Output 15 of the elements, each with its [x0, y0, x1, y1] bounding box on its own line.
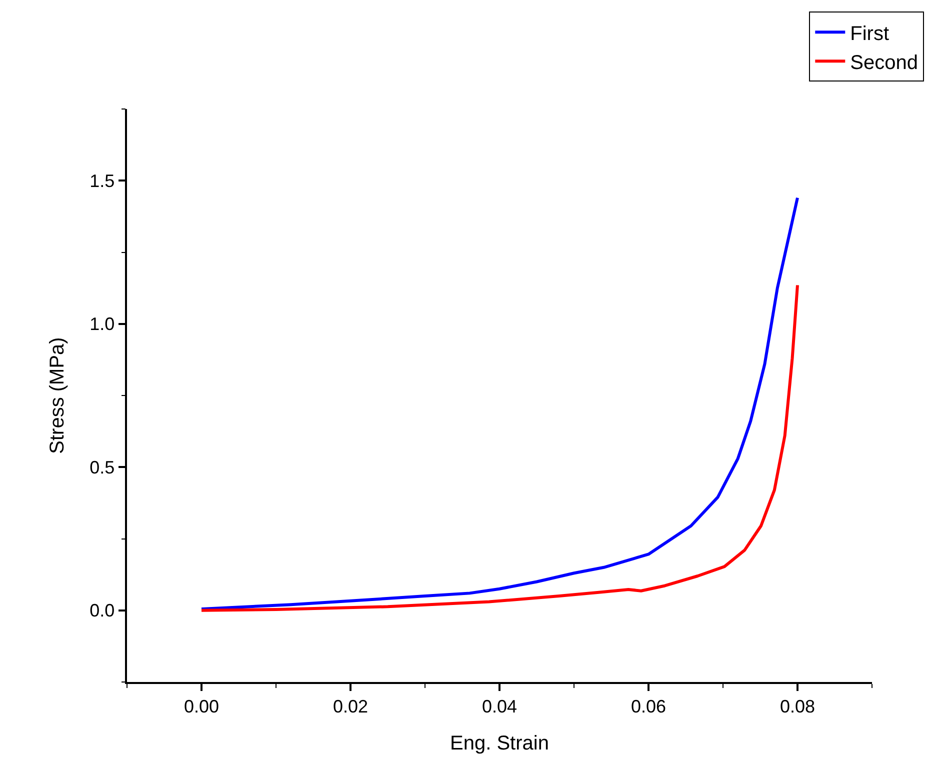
legend-label: Second	[850, 52, 918, 74]
line-series	[200, 196, 799, 610]
x-tick-label: 0.06	[630, 696, 666, 716]
y-tick-label: 1.0	[90, 314, 115, 334]
x-tick-label: 0.08	[780, 696, 816, 716]
line-series	[200, 284, 799, 612]
legend-label: First	[850, 22, 890, 45]
y-tick-label: 0.0	[90, 600, 115, 621]
x-tick-label: 0.00	[184, 696, 220, 716]
x-tick-label: 0.04	[482, 696, 518, 716]
y-tick-label: 1.5	[90, 170, 115, 191]
y-axis-title: Stress (MPa)	[46, 337, 69, 454]
x-axis-title: Eng. Strain	[450, 732, 549, 754]
y-tick-label: 0.5	[90, 457, 115, 478]
x-tick-label: 0.02	[332, 696, 368, 716]
